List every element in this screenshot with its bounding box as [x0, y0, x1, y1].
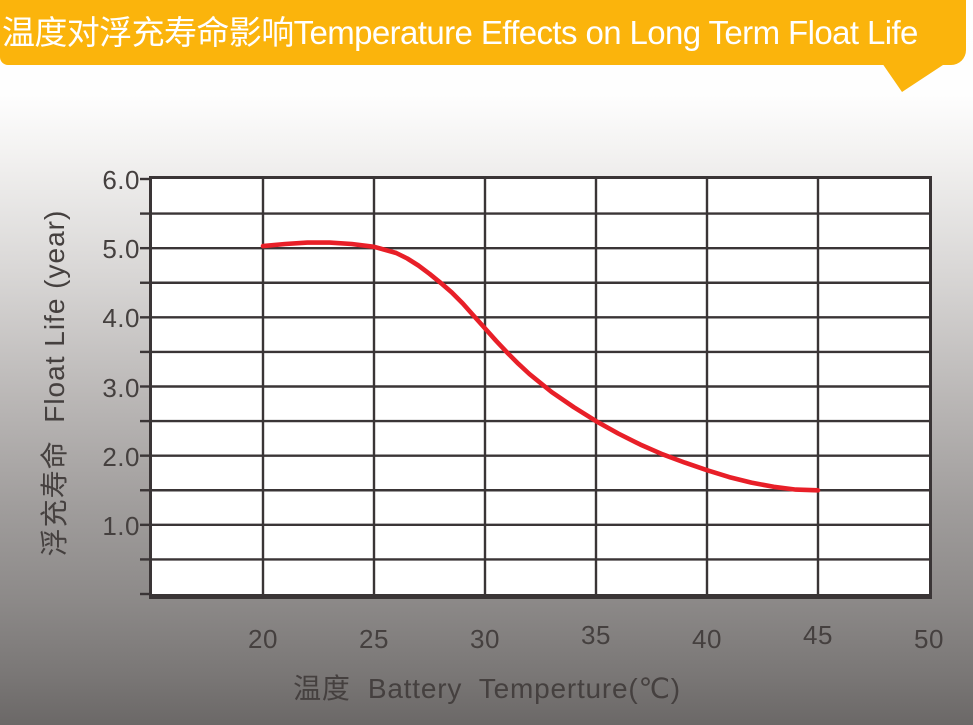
y-tick-label: 6.0	[102, 165, 140, 195]
y-tick-label: 3.0	[102, 372, 140, 403]
x-tick-label: 50	[914, 624, 944, 654]
x-tick-label: 20	[248, 624, 278, 654]
chart-title: 温度对浮充寿命影响Temperature Effects on Long Ter…	[2, 14, 918, 51]
x-axis-title: 温度 Battery Temperture(℃)	[293, 673, 681, 704]
x-tick-label: 40	[692, 624, 722, 654]
y-tick-label: 1.0	[102, 510, 140, 541]
y-tick-marks	[140, 177, 150, 596]
chart-canvas	[152, 179, 929, 594]
y-tick-label: 4.0	[102, 303, 140, 334]
x-tick-label: 30	[470, 624, 500, 654]
y-tick-label: 5.0	[102, 234, 140, 265]
y-tick-label: 2.0	[102, 441, 140, 472]
banner-tail	[882, 63, 946, 92]
x-tick-label: 45	[803, 620, 833, 650]
plot-area	[149, 176, 932, 599]
x-tick-label: 35	[581, 620, 611, 650]
float-life-curve	[260, 240, 821, 493]
title-banner: 温度对浮充寿命影响Temperature Effects on Long Ter…	[0, 0, 966, 65]
x-tick-label: 25	[359, 624, 389, 654]
